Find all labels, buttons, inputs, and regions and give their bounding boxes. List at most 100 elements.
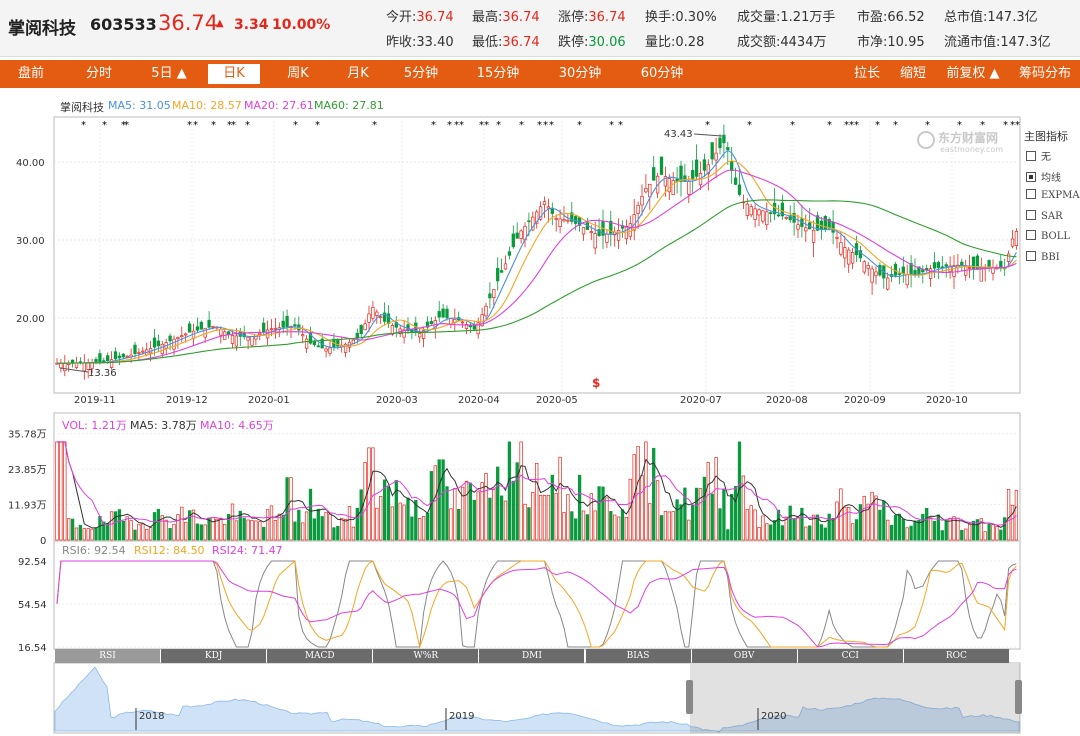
overview-selection-window[interactable] — [690, 664, 1020, 733]
indicator-tab[interactable]: ROC — [903, 649, 1009, 663]
volume-bar — [316, 508, 320, 541]
candle-body — [250, 336, 254, 346]
volume-bar — [753, 509, 757, 541]
period-tab[interactable]: 分时 — [85, 66, 112, 81]
volume-bar — [262, 526, 266, 541]
indicator-option[interactable]: 无 — [1026, 148, 1051, 163]
volume-bar — [971, 520, 976, 541]
indicator-tab[interactable]: OBV — [691, 649, 797, 663]
indicator-tab[interactable]: MACD — [267, 649, 373, 663]
volume-bar — [870, 491, 874, 541]
indicator-option[interactable]: BOLL — [1026, 230, 1070, 242]
rsi24-line — [56, 560, 1017, 648]
volume-bar — [226, 513, 231, 541]
quote-value: 33.40 — [416, 35, 454, 50]
volume-bar — [269, 505, 274, 541]
candle-body — [671, 180, 675, 196]
volume-bar — [187, 510, 192, 541]
volume-bar — [874, 495, 878, 541]
volume-bar — [952, 516, 956, 541]
volume-bar — [718, 508, 722, 541]
overview-left-handle[interactable] — [686, 680, 693, 714]
volume-bar — [371, 447, 375, 541]
toolbar-action-button[interactable]: 拉长 — [853, 66, 880, 81]
indicator-tab[interactable]: RSI — [55, 649, 161, 663]
volume-bar — [82, 528, 86, 541]
volume-bar — [219, 517, 223, 541]
period-tab[interactable]: 15分钟 — [476, 66, 520, 81]
event-marker-icon: * — [577, 120, 582, 131]
toolbar-action-button[interactable]: 筹码分布 — [1018, 66, 1071, 81]
candle-body — [507, 251, 512, 256]
period-tab[interactable]: 30分钟 — [558, 66, 602, 81]
volume-bar — [839, 488, 843, 541]
quote-key: 市净: — [857, 35, 888, 50]
volume-bar — [351, 526, 356, 541]
volume-bar — [979, 518, 983, 541]
candle-body — [379, 316, 383, 319]
volume-bar — [109, 511, 114, 541]
indicator-tab[interactable]: BIAS — [585, 649, 691, 663]
event-marker-icon: * — [431, 120, 436, 131]
candle-body — [359, 324, 363, 335]
candle-body — [203, 327, 207, 338]
candle-body — [815, 215, 820, 231]
volume-bar — [566, 494, 570, 541]
indicator-option[interactable]: SAR — [1026, 209, 1063, 222]
volume-bar — [757, 526, 761, 541]
indicator-tab[interactable]: W%R — [373, 649, 479, 663]
indicator-option[interactable]: 均线 — [1026, 169, 1061, 184]
indicator-tab[interactable]: KDJ — [161, 649, 267, 663]
quote-header: 掌阅科技 603533 36.74 ▲ 3.34 10.00% 今开:36.74… — [0, 0, 1080, 57]
volume-bar — [975, 519, 980, 541]
main-indicator-title: 主图指标 — [1024, 130, 1068, 143]
candle-body — [921, 269, 925, 273]
toolbar-action-button[interactable]: 前复权 ▲ — [946, 66, 1000, 81]
indicator-option[interactable]: EXPMA — [1026, 189, 1080, 201]
indicator-tab[interactable]: CCI — [797, 649, 903, 663]
candle-body — [570, 212, 574, 222]
volume-bar — [230, 503, 235, 541]
volume-bar — [858, 504, 863, 541]
candle-body — [843, 247, 847, 259]
volume-ma10-line — [57, 441, 1017, 526]
volume-bar — [203, 524, 207, 541]
period-tab[interactable]: 日K — [208, 64, 260, 84]
volume-bar — [601, 486, 605, 541]
checkbox-icon[interactable] — [1026, 230, 1036, 240]
candle-body — [211, 325, 215, 328]
candle-body — [917, 266, 921, 274]
candle-body — [722, 134, 726, 144]
volume-bar — [223, 523, 227, 541]
toolbar-action-button[interactable]: 缩短 — [899, 66, 926, 81]
quote-key: 换手: — [645, 10, 676, 25]
volume-bar — [390, 506, 395, 541]
x-tick-label: 2020-09 — [844, 395, 886, 406]
quote-value: 36.74 — [588, 10, 626, 25]
period-tab[interactable]: 盘前 — [17, 66, 44, 81]
period-tab[interactable]: 5日 ▲ — [151, 66, 187, 81]
event-marker-icon: * — [1003, 120, 1008, 131]
overview-right-handle[interactable] — [1015, 680, 1022, 714]
event-marker-icon: * — [609, 120, 614, 131]
volume-bar — [86, 528, 90, 541]
checkbox-icon[interactable] — [1026, 250, 1036, 261]
period-tab[interactable]: 月K — [347, 66, 369, 81]
candle-body — [687, 181, 691, 195]
candle-body — [421, 330, 426, 339]
event-marker-icon: * — [925, 120, 930, 131]
candle-body — [293, 324, 297, 327]
checkbox-icon[interactable] — [1026, 209, 1036, 220]
checkbox-icon[interactable] — [1026, 189, 1036, 199]
overview-year-label: 2019 — [449, 711, 474, 722]
checkbox-checked-icon[interactable] — [1026, 171, 1036, 182]
period-tab[interactable]: 周K — [287, 66, 309, 81]
period-tab[interactable]: 5分钟 — [403, 66, 439, 81]
checkbox-icon[interactable] — [1026, 151, 1036, 161]
candle-body — [640, 195, 644, 206]
period-tab[interactable]: 60分钟 — [640, 66, 684, 81]
volume-bar — [102, 521, 106, 541]
indicator-tab[interactable]: DMI — [479, 649, 585, 663]
candle-body — [382, 312, 387, 322]
indicator-option[interactable]: BBI — [1026, 250, 1060, 263]
